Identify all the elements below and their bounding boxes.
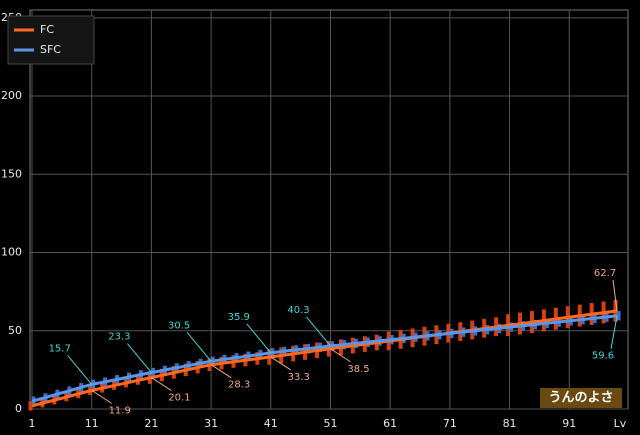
y-tick-label: 100 (1, 246, 22, 259)
data-label: 30.5 (168, 320, 190, 331)
label-leader (210, 364, 232, 379)
x-axis-label: Lv (614, 417, 627, 430)
data-label: 33.3 (288, 372, 310, 383)
label-leader (151, 377, 172, 391)
y-tick-label: 150 (1, 167, 22, 180)
range-bar (616, 311, 621, 321)
label-leader (270, 356, 292, 371)
axis-badge (540, 388, 622, 408)
legend-label: FC (40, 23, 54, 36)
x-tick-label: 41 (264, 417, 278, 430)
y-tick-label: 200 (1, 89, 22, 102)
label-leader (186, 331, 212, 362)
data-label: 28.3 (228, 380, 250, 391)
x-tick-label: 11 (85, 417, 99, 430)
data-label: 62.7 (594, 268, 616, 279)
label-leader (91, 389, 112, 404)
y-tick-label: 0 (15, 402, 22, 415)
data-label: 59.6 (592, 351, 614, 362)
label-leader (306, 316, 331, 347)
label-leader (67, 355, 93, 385)
legend-box (7, 15, 95, 65)
x-tick-label: 81 (503, 417, 517, 430)
label-leader (246, 323, 272, 354)
x-tick-label: 21 (144, 417, 158, 430)
x-tick-label: 1 (29, 417, 36, 430)
x-tick-label: 91 (562, 417, 576, 430)
x-tick-label: 61 (383, 417, 397, 430)
label-leader (127, 343, 152, 373)
data-label: 35.9 (228, 312, 250, 323)
data-label: 38.5 (347, 364, 369, 375)
legend-label: SFC (40, 43, 61, 56)
data-label: 11.9 (109, 405, 131, 416)
y-tick-label: 50 (8, 324, 22, 337)
series-line (31, 314, 618, 403)
series-line (31, 309, 618, 408)
label-leader (330, 348, 351, 363)
label-leader (610, 315, 618, 349)
x-tick-label: 71 (443, 417, 457, 430)
y-axis-label: うんのよさ (548, 391, 613, 406)
data-label: 15.7 (49, 343, 71, 354)
label-leader (612, 279, 618, 311)
range-bar (28, 401, 33, 411)
data-label: 40.3 (287, 305, 309, 316)
data-label: 20.1 (168, 393, 190, 404)
x-tick-label: 51 (323, 417, 337, 430)
data-label: 23.3 (108, 332, 130, 343)
x-tick-label: 31 (204, 417, 218, 430)
